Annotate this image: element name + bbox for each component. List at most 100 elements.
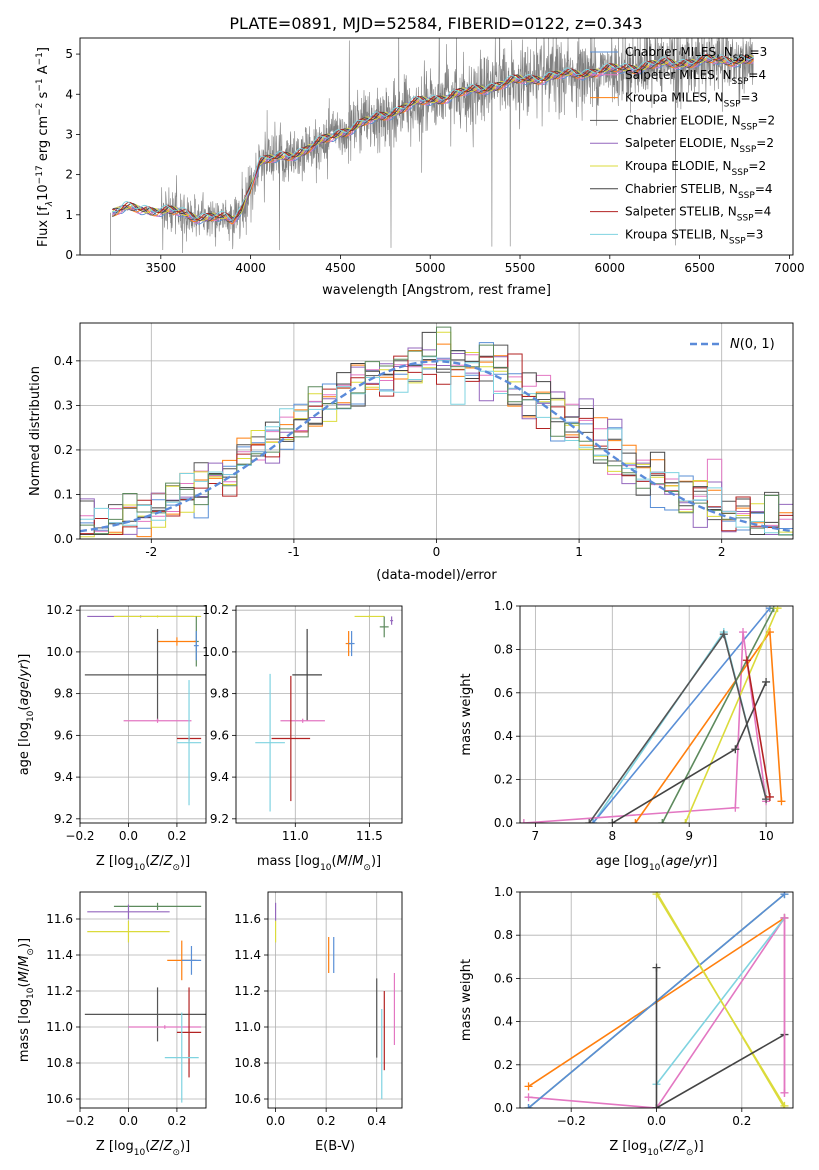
x-tick-label: −0.2: [65, 1114, 94, 1128]
y-tick-label: 11.2: [46, 984, 73, 998]
weight-marker-chabrier_stelib: [652, 963, 661, 972]
label-part: (0, 1): [740, 337, 775, 352]
legend-label-kroupa_stelib: Kroupa STELIB, NSSP=3: [625, 227, 763, 246]
x-tick-label: 4500: [325, 261, 356, 275]
y-tick-label: 9.8: [210, 687, 229, 701]
label-part: Salpeter STELIB, N: [625, 205, 737, 219]
label-part: (: [145, 854, 150, 869]
label-part: )]: [707, 854, 717, 869]
label-part: SSP: [729, 236, 746, 246]
y-tick-label: 0.0: [494, 816, 513, 830]
y-axis-label: Normed distribution: [28, 366, 43, 496]
histogram-green_series: [80, 326, 793, 536]
axes-frame: [79, 605, 207, 824]
label-part: =2: [757, 113, 775, 127]
y-tick-label: 0.2: [494, 773, 513, 787]
label-part: Chabrier STELIB, N: [625, 182, 738, 196]
label-part: Chabrier MILES, N: [625, 45, 733, 59]
x-axis-label: (data-model)/error: [376, 568, 497, 583]
weight-marker-chabrier_stelib: [652, 1104, 661, 1108]
y-tick-label: 0.0: [494, 1101, 513, 1115]
weight-marker-kroupa_elodie: [652, 892, 661, 899]
y-tick-label: 5: [65, 47, 73, 61]
label-part: 10: [134, 1148, 146, 1158]
label-part: 10: [36, 184, 51, 201]
label-part: /: [690, 854, 695, 869]
plot-area: [110, 38, 754, 255]
label-part: (: [17, 706, 32, 711]
x-tick-label: 4000: [235, 261, 266, 275]
legend-label-kroupa_miles: Kroupa MILES, NSSP=3: [625, 91, 758, 110]
y-tick-label: 9.6: [210, 728, 229, 742]
x-tick-label: 3500: [146, 261, 177, 275]
legend-label-chabrier_stelib: Chabrier STELIB, NSSP=4: [625, 182, 773, 201]
plot-area: [80, 326, 793, 538]
y-tick-label: 10.0: [202, 645, 229, 659]
label-part: Chabrier ELODIE, N: [625, 113, 741, 127]
y-tick-label: 0.4: [494, 729, 513, 743]
label-part: /: [17, 676, 32, 681]
y-tick-label: 11.4: [234, 948, 261, 962]
label-part: SSP: [732, 168, 749, 178]
weight-marker-chabrier_miles: [780, 892, 789, 899]
label-part: Z: [163, 854, 174, 869]
plot-area: [274, 902, 396, 1099]
x-tick-label: 5500: [505, 261, 536, 275]
x-tick-label: −0.2: [557, 1114, 586, 1128]
axes-frame: [79, 891, 207, 1109]
mass-vs-z-panel: −0.2 0.0 0.2 10.6 10.8 11.0 11.2 11.4 11.6 Z [log…: [17, 891, 207, 1158]
label-part: )]: [17, 654, 32, 664]
x-axis-label: age [log10(age/yr)]: [596, 854, 718, 873]
residuals-panel: -2 -1 0 1 2 0.0 0.1 0.2 0.3 0.4 N(0, 1) (data-model…: [28, 322, 794, 583]
label-part: 10: [320, 863, 332, 873]
spectrum-panel: 3500 4000 4500 5000 5500 6000 6500 7000 0 1 2 3 4 5 Ch…: [35, 37, 805, 298]
label-part: age: [665, 854, 689, 869]
y-tick-label: 10.2: [46, 603, 73, 617]
y-tick-label: 0.0: [54, 532, 73, 546]
x-tick-label: 11.0: [282, 829, 309, 843]
y-tick-label: 0.3: [54, 398, 73, 412]
x-axis-label: Z [log10(Z/Z⊙)]: [96, 1139, 190, 1158]
label-part: ⊙: [26, 948, 36, 956]
legend-label-normal: N(0, 1): [730, 337, 775, 352]
y-tick-label: 9.6: [54, 728, 73, 742]
legend-label-kroupa_elodie: Kroupa ELODIE, NSSP=2: [625, 159, 766, 178]
y-tick-label: 11.2: [234, 984, 261, 998]
label-part: −17: [35, 165, 45, 184]
label-part: ⊙: [686, 1148, 694, 1158]
label-part: SSP: [732, 77, 749, 87]
x-axis-label: E(B-V): [315, 1139, 355, 1154]
x-axis-label: mass [log10(M/M⊙)]: [257, 854, 381, 873]
label-part: (: [145, 1139, 150, 1154]
figure-title: PLATE=0891, MJD=52584, FIBERID=0122, z=0…: [229, 14, 642, 33]
weight-marker-kroupa_elodie: [681, 819, 690, 823]
weight-marker-salpeter_miles: [731, 803, 740, 812]
label-part: SSP: [733, 54, 750, 64]
age-vs-mass-panel: 11.0 11.5 9.2 9.4 9.6 9.8 10.0 10.2 mass [log10(…: [202, 603, 403, 873]
x-tick-label: 2: [718, 545, 726, 559]
weight-marker-salpeter_miles: [780, 1088, 789, 1097]
weight-marker-kroupa_miles: [524, 1082, 533, 1091]
label-part: ⊙: [172, 863, 180, 873]
weight-line-chabrier_miles: [592, 607, 771, 823]
label-part: −1: [35, 52, 45, 65]
weight-marker-kroupa_miles: [777, 797, 786, 806]
label-part: )]: [17, 938, 32, 948]
plot-area: [84, 615, 206, 806]
axes-frame: [79, 322, 794, 540]
label-part: (: [659, 1139, 664, 1154]
model-line-kroupa_stelib: [112, 54, 754, 221]
label-part: =4: [748, 68, 766, 82]
plot-area: [255, 615, 394, 812]
plot-area: [520, 606, 786, 823]
weight-marker-chabrier_stelib: [762, 677, 771, 686]
x-tick-label: 8: [608, 829, 616, 843]
weight-marker-salpeter_miles: [520, 819, 528, 823]
label-part: Z: [676, 1139, 687, 1154]
x-tick-label: -1: [288, 545, 300, 559]
x-tick-label: −0.2: [65, 829, 94, 843]
y-tick-label: 10.8: [46, 1056, 73, 1070]
weight-marker-chabrier_stelib: [731, 745, 740, 754]
axes-frame: [79, 37, 794, 256]
data-spectrum: [112, 38, 754, 254]
